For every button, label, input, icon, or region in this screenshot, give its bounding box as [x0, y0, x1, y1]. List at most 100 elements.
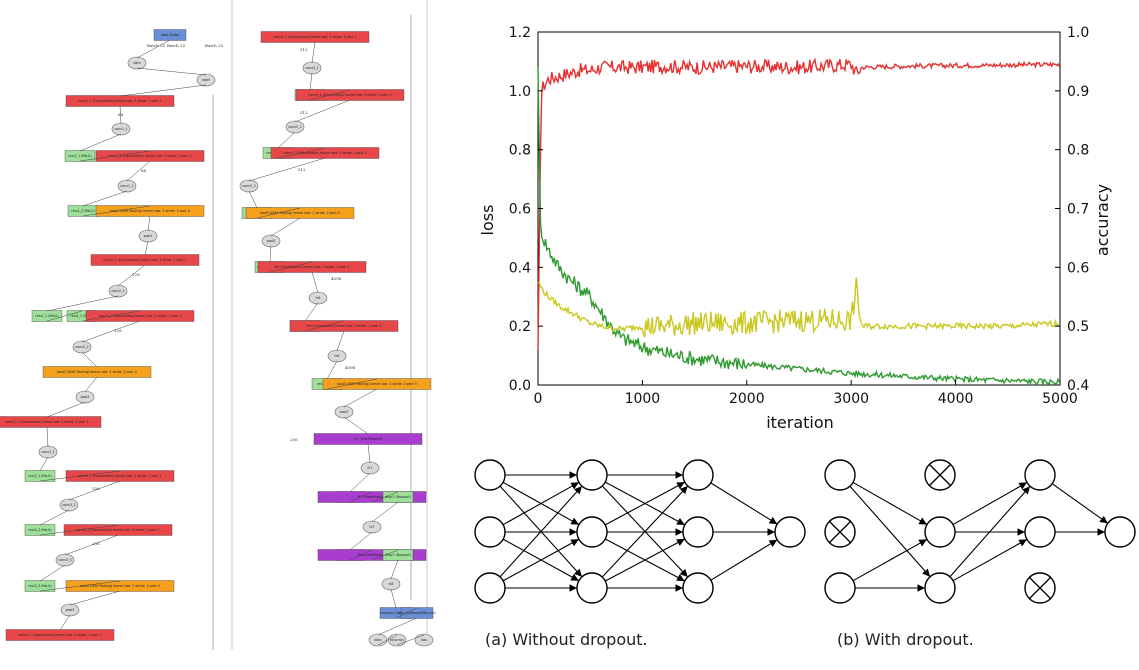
col2-edge: [390, 588, 397, 609]
col1-node-label: conv2_2: [75, 345, 88, 349]
col1-edge: [136, 67, 207, 76]
col1-node-blob: [117, 179, 137, 193]
col1-node-label: pool1: [144, 234, 153, 238]
x-axis-label: iteration: [766, 413, 834, 432]
col2-node-label: conv5_2 (Convolution) kernel size: 3 str…: [308, 93, 391, 97]
caption-without-dropout: (a) Without dropout.: [485, 630, 648, 649]
col1-edge: [81, 310, 141, 322]
y2-tick-label: 0.5: [1067, 319, 1089, 335]
col1-node-label: pool2 (MAX Pooling) kernel size: 2 strid…: [57, 370, 136, 374]
edge-label: Batch 25: [205, 43, 224, 48]
col1-edge: [69, 590, 121, 606]
neuron-full-l1: [576, 516, 608, 548]
col2-node-relu: [382, 491, 414, 503]
col1-node-label: pool3: [66, 608, 75, 612]
col2-node-label: conv5_3 (Convolution) kernel size: 3 str…: [283, 151, 366, 155]
col1-node-label: relu2_1 (ReLU): [35, 314, 58, 318]
col2-node-blob: [414, 633, 434, 647]
col2-node-label: pool5: [340, 410, 349, 414]
col1-node-pool: [42, 366, 152, 378]
col1-edge: [68, 480, 121, 501]
col2-node-label: drop7 (Dropout): [385, 495, 411, 499]
neuron-output-thinned: [1104, 516, 1136, 548]
col2-node-blob: [327, 349, 347, 363]
col1-node-conv: [65, 470, 175, 482]
col2-edge: [311, 41, 316, 64]
edge-label: 256: [290, 437, 298, 442]
training-curve-chart: loss accuracy iteration 0 1000 2000 3000 400…: [460, 15, 1139, 440]
col2-edge: [326, 378, 378, 390]
neuron-thinned-l2: [1024, 459, 1056, 491]
col2-edge: [371, 549, 399, 561]
col2-edge: [377, 634, 398, 646]
col1-node-label: conv3_2 (Convolution) kernel size: 3 str…: [78, 474, 161, 478]
col2-edge: [311, 271, 319, 294]
col1-edge: [126, 160, 151, 182]
col2-edge: [248, 157, 326, 182]
col1-node-label: conv1_1: [114, 127, 127, 131]
col2-node-blob: [381, 577, 401, 591]
col1-edge: [119, 84, 207, 97]
edge-label: 128: [132, 272, 140, 277]
connection-arrow: [952, 481, 1028, 526]
col2-edge: [371, 491, 399, 503]
col1-node-pool: [65, 580, 175, 592]
col1-node-blob: [75, 390, 95, 404]
col2-node-label: accuracy (Accuracy): [380, 611, 412, 615]
neuron-thinned-l2: [1024, 516, 1056, 548]
col2-node-label: fc7: [368, 466, 373, 470]
col2-edge: [396, 634, 425, 646]
col2-node-data: [400, 607, 434, 619]
y2-tick-label: 0.4: [1067, 378, 1089, 394]
network-graph: data (Data) data label conv1_1 (Convolution…: [0, 0, 450, 665]
connection-arrow: [949, 485, 1031, 578]
col2-node-label: loss (SoftmaxWithLoss): [398, 611, 435, 615]
neuron-full-l1: [576, 572, 608, 604]
y2-tick-label: 0.8: [1067, 143, 1089, 159]
col2-edge: [277, 131, 296, 149]
col1-edge: [59, 614, 71, 631]
col1-node-label: relu1_2 (ReLU): [71, 209, 94, 213]
col2-node-fc: [317, 549, 427, 561]
x-tick-label: 1000: [625, 391, 661, 407]
col1-edge: [46, 401, 86, 418]
col1-node-label: relu2_2 (ReLU): [70, 314, 93, 318]
neuron-full-l2: [682, 572, 714, 604]
col1-edge: [119, 105, 122, 125]
col1-edge: [39, 580, 121, 592]
connection-arrow: [604, 481, 686, 526]
col1-node-label: relu1_1 (ReLU): [68, 154, 91, 158]
neuron-thinned-l1: [924, 516, 956, 548]
dropout-diagram: (a) Without dropout. (b) With dropout.: [455, 445, 1139, 665]
edge-label: 64: [118, 112, 124, 117]
connection-arrow: [852, 481, 928, 526]
col1-node-label: conv3_3: [58, 558, 71, 562]
col2-node-blob: [308, 291, 328, 305]
connection-arrow: [499, 485, 583, 578]
col2-node-pool: [322, 378, 432, 390]
edge-label: Batch 25: [147, 43, 166, 48]
connection-arrow: [601, 485, 689, 578]
col2-edge: [349, 549, 373, 561]
col1-node-label: pool2: [81, 395, 90, 399]
series-line-1: [537, 66, 1060, 387]
col1-edge: [82, 190, 128, 207]
dropped-neuron-icon: [924, 459, 956, 491]
connection-arrow: [710, 539, 778, 581]
col1-node-conv: [95, 150, 205, 162]
col1-edge: [79, 150, 151, 162]
y-tick-label: 1.0: [509, 84, 531, 100]
edge-label: 512: [298, 167, 306, 172]
col1-node-blob: [108, 284, 128, 298]
col1-node-label: relu3_2 (ReLU): [28, 528, 51, 532]
col1-node-blob: [59, 498, 79, 512]
col2-edge: [390, 559, 399, 580]
col2-edge: [294, 99, 351, 123]
col2-edge: [304, 320, 345, 332]
col1-node-relu: [64, 150, 96, 162]
series-line-2: [537, 277, 1060, 338]
col1-node-label: conv3_3 (Convolution) kernel size: 3 str…: [76, 528, 159, 532]
connection-arrow: [502, 538, 580, 582]
col1-edge: [144, 240, 149, 256]
col2-edge: [269, 245, 272, 263]
